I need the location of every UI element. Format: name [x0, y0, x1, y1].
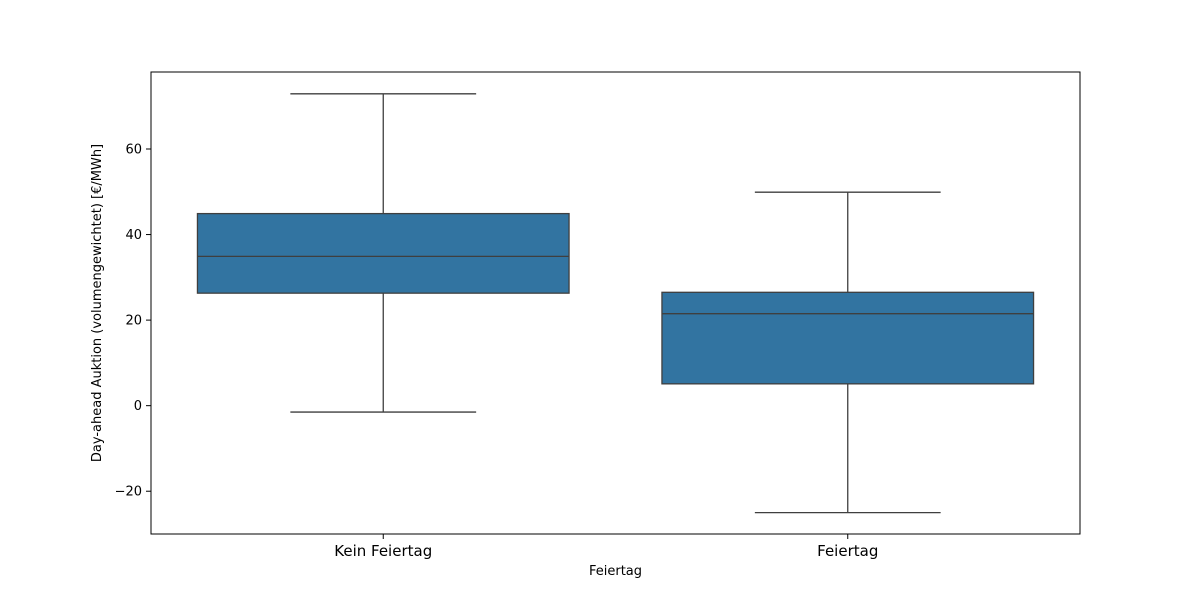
y-tick-label: 20	[125, 314, 142, 329]
y-axis-ticks: −20 0 20 40 60	[115, 143, 151, 500]
y-tick-label: 60	[125, 143, 142, 158]
x-axis-ticks: Kein Feiertag Feiertag	[334, 534, 878, 560]
y-tick-label: 40	[125, 228, 142, 243]
box-group-1	[196, 93, 570, 413]
x-tick-label: Feiertag	[817, 542, 878, 560]
iqr-box	[196, 212, 570, 294]
y-axis-label: Day-ahead Auktion (volumengewichtet) [€/…	[90, 144, 105, 462]
plot-area-frame	[150, 71, 1081, 535]
x-tick-label: Kein Feiertag	[334, 542, 432, 560]
boxes-layer	[196, 93, 1035, 514]
x-axis-label: Feiertag	[589, 564, 642, 579]
box-group-2	[661, 191, 1035, 514]
iqr-box	[661, 291, 1035, 385]
y-tick-label: −20	[115, 485, 142, 500]
y-tick-label: 0	[134, 399, 142, 414]
